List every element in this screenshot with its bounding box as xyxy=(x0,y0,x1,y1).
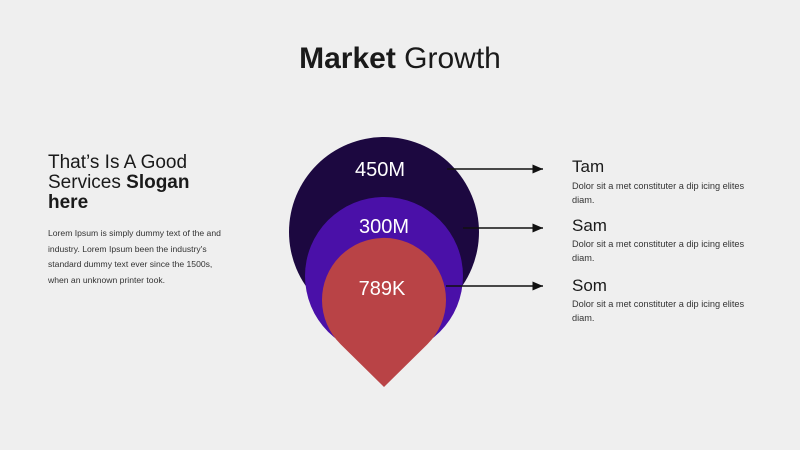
circle-label: 450M xyxy=(355,159,405,181)
item-title: Sam xyxy=(572,216,607,235)
body-text: Lorem Ipsum is simply dummy text of the … xyxy=(48,228,221,285)
item-text: Dolor sit a met constituter a dip icing … xyxy=(572,181,745,205)
title: Market Growth xyxy=(0,42,800,76)
title-bold: Market xyxy=(299,42,396,75)
heading-bold: Slogan here xyxy=(48,172,190,213)
som-pin xyxy=(321,237,446,387)
heading-regular: That’s Is A Good Services xyxy=(48,152,188,193)
item-text: Dolor sit a met constituter a dip icing … xyxy=(572,239,745,263)
item-text: Dolor sit a met constituter a dip icing … xyxy=(572,299,745,323)
item-title: Tam xyxy=(572,157,605,176)
item-title: Som xyxy=(572,276,607,295)
heading: That’s Is A Good Services Slogan here xyxy=(48,153,208,213)
circle-label: 300M xyxy=(359,216,409,238)
circle-label: 789K xyxy=(359,278,406,300)
title-regular: Growth xyxy=(404,42,501,75)
